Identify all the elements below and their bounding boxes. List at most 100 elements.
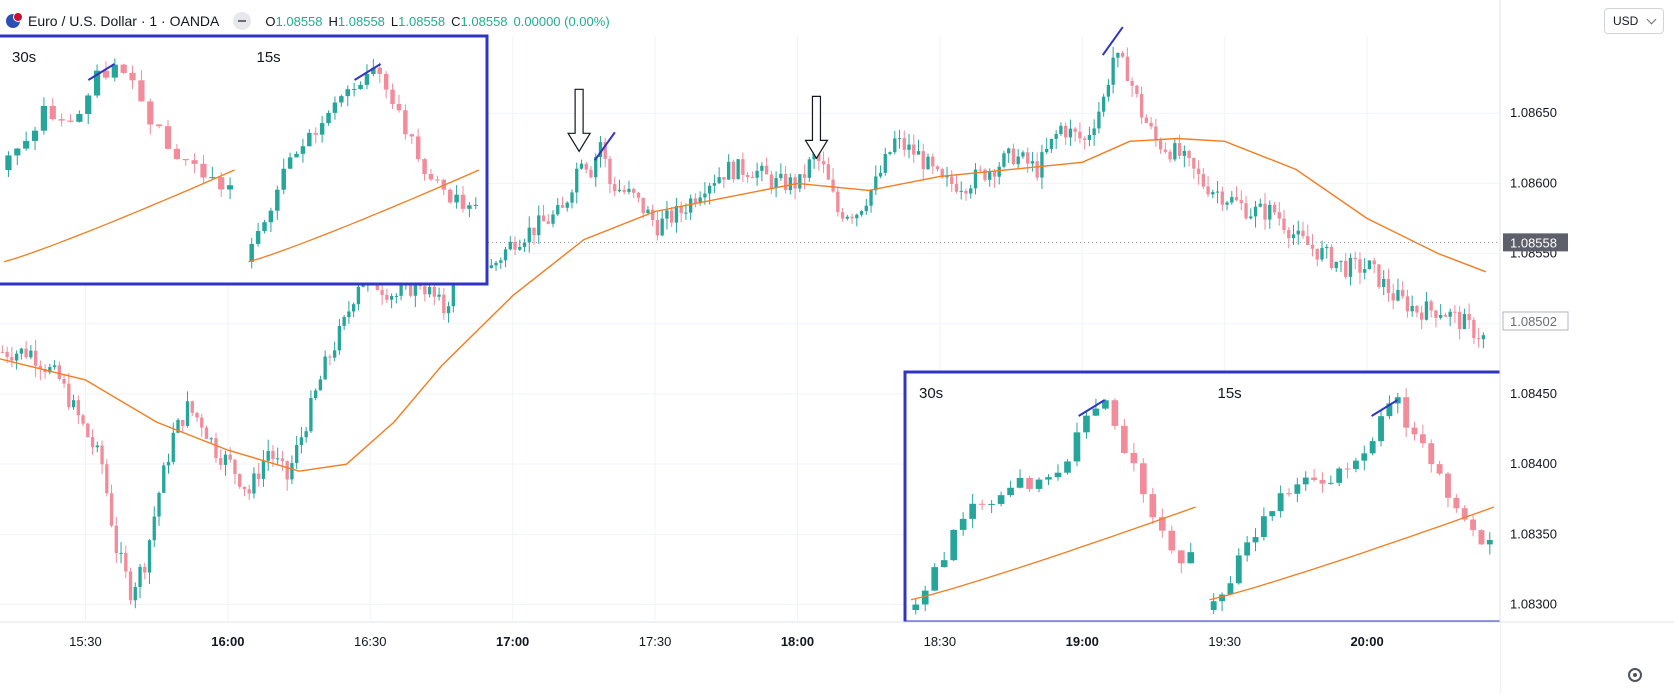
candle-body (565, 202, 569, 208)
candle (166, 453, 171, 474)
inset-candle (921, 585, 929, 612)
inset-candle (1436, 460, 1443, 476)
candle (1192, 157, 1196, 179)
candle-body (508, 241, 512, 250)
candle-body (603, 142, 607, 159)
gear-icon[interactable] (1628, 668, 1642, 682)
candle (162, 462, 166, 494)
inset-candle (1187, 542, 1195, 564)
candle (1268, 200, 1272, 229)
candle-body (589, 169, 593, 178)
candle (152, 506, 156, 548)
candle (888, 151, 892, 156)
inset-candle (1252, 528, 1259, 552)
inset-candle-body (447, 189, 453, 203)
inset-candle-body (1260, 516, 1267, 538)
inset-candle (262, 219, 267, 234)
inset-candle (1302, 471, 1309, 491)
candle-body (636, 192, 641, 198)
candle (532, 227, 536, 245)
candle-body (261, 460, 266, 479)
inset-candle-body (200, 163, 207, 178)
inset-candle-body (467, 205, 472, 209)
inset-candle (1130, 442, 1138, 472)
candle (1420, 305, 1424, 330)
inset-candle (255, 222, 261, 247)
candle-body (1457, 311, 1462, 330)
inset-candle-body (218, 177, 225, 190)
candle-body (24, 348, 28, 358)
candle (1130, 77, 1134, 97)
candle (731, 159, 736, 183)
inset-candle-body (147, 101, 154, 125)
candle-body (19, 348, 24, 354)
minus-icon[interactable] (233, 12, 252, 30)
candle-body (100, 445, 104, 465)
candle (119, 542, 123, 564)
eurusd-flag-icon[interactable] (6, 12, 23, 28)
inset-candle (313, 127, 318, 144)
candle (24, 340, 28, 360)
inset-candle-body (5, 155, 12, 170)
candle-body (90, 437, 95, 448)
trend-marker (594, 131, 616, 161)
inset-candle-body (249, 243, 254, 262)
candle-body (1177, 143, 1182, 156)
candle (1211, 189, 1215, 199)
inset-candle (1461, 505, 1468, 522)
inset-candle (1064, 459, 1071, 475)
inset-candle (49, 98, 56, 121)
candle-body (888, 152, 892, 154)
candle-body (290, 463, 294, 480)
symbol-title[interactable]: Euro / U.S. Dollar · 1 · OANDA (28, 13, 220, 29)
candle-body (622, 189, 626, 192)
candle (200, 414, 204, 437)
candle-body (14, 353, 19, 361)
candle (1476, 327, 1481, 348)
inset-candle-body (1411, 427, 1418, 435)
candle-body (1192, 158, 1196, 169)
inset-candle-body (415, 136, 421, 160)
inset-candle-body (1436, 464, 1443, 474)
candle (741, 152, 745, 183)
candle-body (276, 458, 280, 460)
candle-body (385, 294, 389, 300)
inset-peak-marker (1371, 399, 1399, 417)
inset-candle (268, 207, 274, 233)
candle-body (1045, 148, 1049, 153)
candle-body (394, 295, 399, 297)
candle-body (29, 350, 33, 358)
candle (1234, 186, 1239, 202)
candle-body (926, 156, 930, 170)
ohlc-low: L1.08558 (390, 13, 446, 29)
candle (1196, 160, 1201, 185)
candle-body (109, 493, 114, 526)
candle-body (541, 215, 546, 222)
inset-candle-body (377, 67, 382, 74)
inset-candle-body (1073, 432, 1081, 462)
candle-body (1016, 156, 1020, 165)
last-price-label: 1.08558 (1510, 235, 1557, 250)
inset-candle (1016, 469, 1024, 489)
candle-body (537, 215, 541, 236)
candle (869, 189, 873, 213)
candle-body (195, 412, 199, 418)
inset-candle (76, 110, 83, 123)
candle-body (546, 221, 550, 224)
main-plot[interactable] (0, 46, 1500, 609)
candle (508, 236, 512, 251)
inset-panel-label: 15s (1218, 385, 1242, 402)
candle-body (494, 262, 498, 266)
inset-candle (1149, 487, 1157, 525)
candle-body (817, 151, 821, 162)
candle-body (1329, 246, 1334, 268)
inset-candle (1311, 468, 1318, 482)
currency-button[interactable]: USD (1604, 8, 1664, 34)
inset-candle-body (351, 89, 357, 91)
candle-body (1448, 311, 1452, 317)
candle-body (200, 417, 204, 428)
candle (1173, 137, 1177, 162)
inset-candle (460, 186, 466, 213)
inset-candle-body (1353, 460, 1359, 469)
